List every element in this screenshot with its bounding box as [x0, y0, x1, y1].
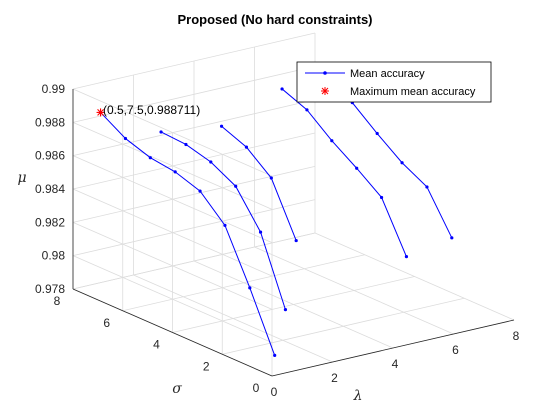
data-point [159, 130, 162, 133]
data-point [248, 286, 251, 289]
data-point [295, 239, 298, 242]
legend-star-marker [321, 87, 329, 95]
data-point [198, 190, 201, 193]
z-tick-label: 0.98 [42, 249, 66, 263]
chart-title: Proposed (No hard constraints) [177, 12, 372, 27]
max-annotation: (0.5,7.5,0.988711) [103, 103, 200, 117]
z-tick-label: 0.978 [35, 282, 65, 296]
data-point [149, 156, 152, 159]
x-tick-label: 2 [331, 371, 338, 385]
data-point [209, 160, 212, 163]
z-tick-label: 0.988 [35, 115, 65, 129]
data-point [355, 167, 358, 170]
data-point [405, 255, 408, 258]
z-tick-label: 0.99 [42, 82, 66, 96]
data-point [330, 139, 333, 142]
data-point [223, 224, 226, 227]
legend-marker-sample [323, 71, 327, 75]
z-tick-label: 0.984 [35, 182, 65, 196]
data-point [273, 354, 276, 357]
z-tick-label: 0.986 [35, 149, 65, 163]
y-tick-label: 8 [54, 294, 61, 308]
z-tick-label: 0.982 [35, 215, 65, 229]
data-point [450, 236, 453, 239]
z-axis-label: μ [17, 170, 26, 186]
x-tick-label: 0 [271, 385, 278, 399]
data-point [425, 185, 428, 188]
data-point [305, 108, 308, 111]
y-axis-label: σ [172, 381, 182, 397]
data-point [376, 132, 379, 135]
x-axis-label: λ [353, 388, 363, 404]
data-point [220, 125, 223, 128]
floor-grid-lambda-6 [255, 247, 454, 334]
data-point [270, 176, 273, 179]
data-point [284, 308, 287, 311]
y-tick-label: 6 [103, 316, 110, 330]
data-point [280, 87, 283, 90]
data-point [174, 170, 177, 173]
data-point [245, 146, 248, 149]
floor-grid-lambda-8 [315, 233, 514, 320]
data-point [234, 185, 237, 188]
data-point [400, 161, 403, 164]
legend: Mean accuracy Maximum mean accuracy [297, 62, 491, 102]
data-point [259, 231, 262, 234]
legend-mean-accuracy: Mean accuracy [350, 68, 425, 80]
y-tick-label: 4 [153, 338, 160, 352]
y-tick-label: 2 [203, 359, 210, 373]
data-point [380, 196, 383, 199]
data-point [184, 143, 187, 146]
x-tick-label: 6 [452, 343, 459, 357]
x-tick-label: 4 [392, 357, 399, 371]
legend-max-accuracy: Maximum mean accuracy [350, 86, 476, 98]
y-tick-label: 0 [253, 381, 260, 395]
data-point [124, 137, 127, 140]
x-tick-label: 8 [513, 329, 520, 343]
